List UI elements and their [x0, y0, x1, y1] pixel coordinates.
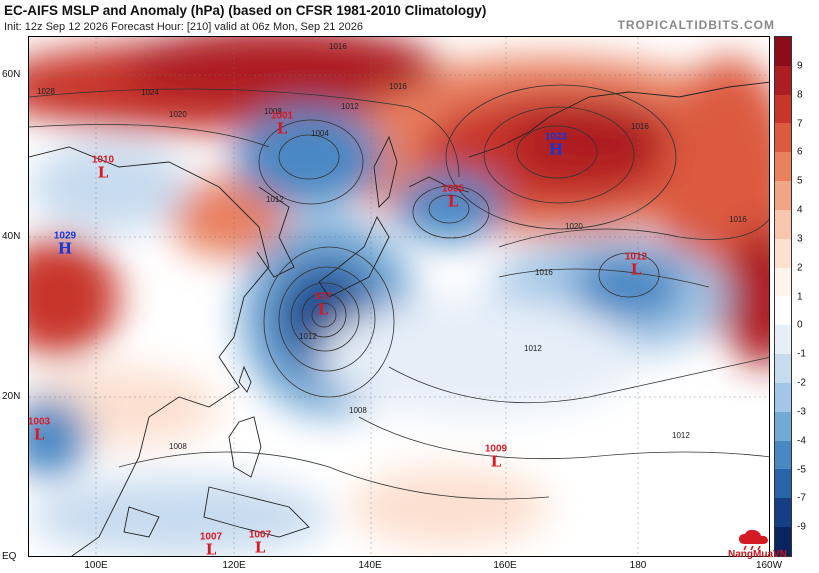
- isobar-label: 1012: [299, 332, 317, 341]
- lat-label: EQ: [2, 551, 17, 562]
- lat-label: 20N: [2, 391, 21, 402]
- isobar-label: 1008: [169, 442, 187, 451]
- high-pressure-center: 1023 H: [544, 131, 568, 159]
- isobar-label: 1020: [169, 110, 187, 119]
- colorbar-segment: [775, 37, 791, 66]
- isobar-label: 1012: [672, 431, 690, 440]
- low-pressure-center: 1007 L: [199, 531, 223, 557]
- colorbar-label: 7: [797, 118, 803, 129]
- high-pressure-center: 1029 H: [53, 230, 77, 258]
- colorbar-segment: [775, 354, 791, 383]
- isobar-label: 1016: [729, 215, 747, 224]
- chart-subtitle: Init: 12z Sep 12 2026 Forecast Hour: [21…: [4, 21, 363, 33]
- low-pressure-center: 1003 L: [28, 416, 51, 444]
- colorbar-segment: [775, 527, 791, 556]
- low-pressure-center: 1009 L: [484, 443, 508, 471]
- low-pressure-center: 1012 L: [624, 251, 648, 279]
- cloud-rain-logo-icon: [739, 529, 768, 551]
- colorbar-label: -5: [797, 464, 806, 475]
- colorbar-segment: [775, 440, 791, 470]
- colorbar-label: 0: [797, 319, 803, 331]
- lat-label: 60N: [2, 69, 21, 80]
- isobar-label: 1004: [311, 129, 329, 138]
- isobar-label: 1008: [264, 107, 282, 116]
- colorbar-segment: [775, 382, 791, 412]
- isobar-label: 1012: [266, 195, 284, 204]
- low-pressure-center: 977 L: [314, 291, 332, 319]
- colorbar-segment: [775, 238, 791, 268]
- isobar-label: 1016: [631, 122, 649, 131]
- lon-label: 120E: [222, 560, 246, 571]
- graticule: [29, 37, 769, 556]
- isobar-label: 1028: [37, 87, 55, 96]
- lon-label: 140E: [358, 560, 382, 571]
- lon-label: 160E: [493, 560, 517, 571]
- colorbar-segment: [775, 65, 791, 95]
- colorbar-label: -2: [797, 377, 806, 389]
- colorbar-label: -7: [797, 492, 806, 504]
- colorbar-segment: [775, 325, 791, 355]
- brand-watermark: TROPICALTIDBITS.COM: [617, 18, 775, 32]
- colorbar-label: 4: [797, 204, 803, 216]
- colorbar-label: 3: [797, 233, 803, 245]
- colorbar-segment: [775, 469, 791, 499]
- lat-label: 40N: [2, 231, 21, 242]
- low-pressure-center: 1005 L: [441, 183, 465, 211]
- isobar-label: 1016: [329, 42, 347, 51]
- colorbar-label: 1: [797, 291, 803, 302]
- colorbar-segment: [775, 209, 791, 239]
- colorbar-label: -1: [797, 348, 806, 360]
- colorbar-segment: [775, 498, 791, 528]
- colorbar-label: 5: [797, 175, 803, 187]
- coastlines: [29, 81, 769, 556]
- colorbar-label: 6: [797, 146, 803, 158]
- isobar-label: 1012: [524, 344, 542, 353]
- colorbar-label: 8: [797, 89, 803, 101]
- colorbar-segment: [775, 411, 791, 441]
- map-canvas: [29, 37, 769, 556]
- isobar-label: 1016: [389, 82, 407, 91]
- chart-title: EC-AIFS MSLP and Anomaly (hPa) (based on…: [4, 3, 487, 18]
- mslp-anomaly-map: 1016 1012 1008 1004 1020 1016 1012 1008 …: [28, 36, 770, 557]
- colorbar-label: 2: [797, 262, 803, 274]
- low-pressure-center: 1010 L: [91, 154, 115, 182]
- isobar-label: 1012: [341, 102, 359, 111]
- lon-label: 100E: [84, 560, 108, 571]
- logo-text: NangMuaVN: [728, 549, 787, 560]
- low-pressure-center: 1007 L: [248, 529, 272, 557]
- lon-label: 180: [629, 560, 647, 571]
- anomaly-colorbar: [774, 36, 792, 557]
- colorbar-label: -3: [797, 406, 806, 418]
- colorbar-label: -9: [797, 521, 806, 533]
- colorbar-label: 9: [797, 60, 803, 72]
- colorbar-segment: [775, 94, 791, 124]
- colorbar-segment: [775, 181, 791, 210]
- isobar-label: 1008: [349, 406, 367, 415]
- isobar-label: 1020: [565, 222, 583, 231]
- colorbar-segment: [775, 152, 791, 182]
- lon-label: 160W: [755, 560, 783, 571]
- colorbar-label: -4: [797, 435, 806, 447]
- low-pressure-center: 1001 L: [270, 110, 294, 138]
- colorbar-segment: [775, 123, 791, 153]
- isobar-label: 1016: [535, 268, 553, 277]
- anomaly-shading: [29, 37, 769, 556]
- isobar-label: 1024: [141, 88, 159, 97]
- colorbar-segment: [775, 267, 791, 297]
- colorbar-segment: [775, 296, 791, 326]
